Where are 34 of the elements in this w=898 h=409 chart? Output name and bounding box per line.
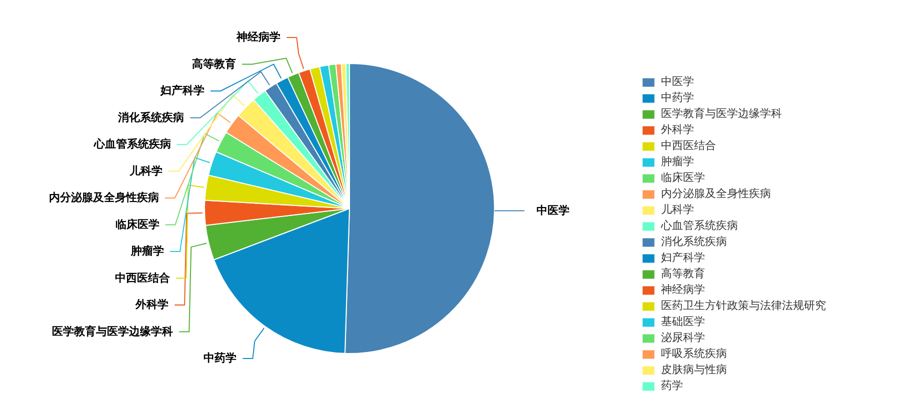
slice-label: 儿科学 bbox=[128, 164, 163, 178]
legend-label: 医药卫生方针政策与法律法规研究 bbox=[661, 298, 826, 313]
legend-label: 高等教育 bbox=[661, 266, 705, 281]
slice-label: 心血管系统疾病 bbox=[92, 138, 171, 150]
legend-label: 皮肤病与性病 bbox=[661, 363, 727, 377]
slice-label: 妇产科学 bbox=[160, 84, 205, 97]
legend-label: 呼吸系统疾病 bbox=[661, 346, 727, 361]
legend-label: 基础医学 bbox=[661, 315, 705, 329]
slice-label: 临床医学 bbox=[115, 218, 160, 231]
legend-label: 中西医结合 bbox=[661, 139, 716, 153]
slice-label: 内分泌腺及全身性疾病 bbox=[48, 191, 159, 204]
slice-label: 肿瘤学 bbox=[130, 244, 164, 258]
legend-label: 外科学 bbox=[661, 123, 694, 137]
slice-label: 高等教育 bbox=[192, 57, 236, 70]
legend-label: 消化系统疾病 bbox=[661, 234, 727, 249]
slice-label: 外科学 bbox=[134, 298, 169, 311]
legend-label: 内分泌腺及全身性疾病 bbox=[661, 187, 771, 201]
legend-label: 中医学 bbox=[661, 75, 694, 89]
legend-label: 药学 bbox=[661, 378, 683, 393]
legend-label: 神经病学 bbox=[661, 283, 705, 297]
slice-label: 中药学 bbox=[204, 352, 237, 364]
legend-label: 临床医学 bbox=[661, 170, 705, 185]
slice-label: 神经病学 bbox=[236, 30, 281, 44]
legend-label: 泌尿科学 bbox=[661, 331, 705, 345]
legend-label: 医学教育与医学边缘学科 bbox=[661, 106, 782, 121]
slice-label: 消化系统疾病 bbox=[117, 110, 184, 124]
legend-label: 妇产科学 bbox=[661, 250, 705, 265]
slice-label: 医学教育与医学边缘学科 bbox=[52, 324, 174, 338]
legend-label: 儿科学 bbox=[661, 203, 694, 217]
legend-label: 肿瘤学 bbox=[661, 154, 694, 169]
slice-label: 中西医结合 bbox=[115, 271, 172, 284]
legend-label: 心血管系统疾病 bbox=[661, 218, 738, 233]
slice-label: 中医学 bbox=[536, 204, 570, 217]
legend-label: 中药学 bbox=[661, 90, 694, 105]
